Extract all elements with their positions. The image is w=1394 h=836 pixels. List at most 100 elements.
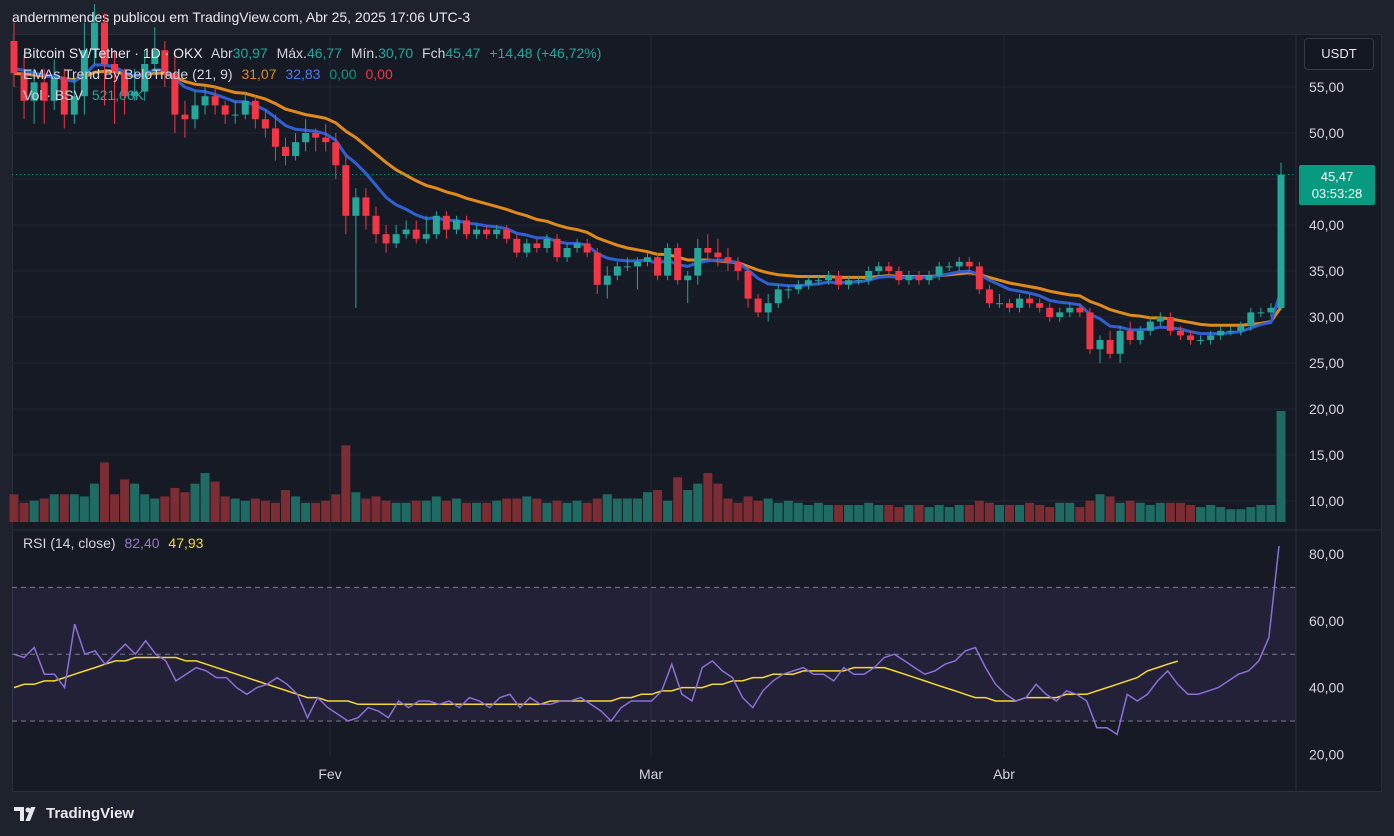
volume-bar (1186, 504, 1195, 522)
price-axis-label: 35,00 (1309, 263, 1344, 279)
volume-bar (773, 502, 783, 522)
volume-bar (1266, 504, 1276, 522)
price-axis-label: 30,00 (1309, 309, 1344, 325)
volume-bar (331, 494, 341, 522)
candle-body (1126, 330, 1134, 340)
volume-bar (874, 504, 884, 522)
candle-body (1096, 340, 1104, 350)
volume-bar (1226, 509, 1236, 522)
candle-body (794, 284, 802, 290)
volume-bar (653, 490, 663, 522)
candle-body (352, 197, 360, 216)
volume-bar (462, 502, 471, 522)
candle-body (543, 238, 551, 248)
volume-bar (130, 483, 140, 522)
volume-bar (994, 504, 1004, 522)
candle-body (533, 243, 541, 248)
volume-bar (673, 477, 683, 522)
volume-bar (351, 492, 361, 522)
candle-body (613, 266, 621, 276)
candle-body (1036, 303, 1044, 308)
volume-bar (250, 498, 260, 522)
volume-bar (341, 445, 351, 522)
ema-indicator-name: EMAs Trend By BeloTrade (21, 9) (23, 66, 233, 82)
footer-brand: TradingView (46, 805, 135, 822)
volume-bar (813, 502, 823, 522)
candle-body (483, 229, 491, 235)
candle-body (30, 82, 38, 101)
volume-bars (9, 411, 1286, 522)
volume-bar (582, 502, 592, 522)
candle-body (131, 91, 139, 97)
volume-bar (1025, 502, 1035, 522)
volume-bar (844, 504, 854, 522)
volume-bar (19, 502, 29, 522)
candle-body (945, 266, 953, 268)
rsi-legend[interactable]: RSI (14, close) 82,40 47,93 (23, 535, 208, 551)
volume-bar (703, 473, 713, 522)
open-value: 30,97 (232, 45, 268, 61)
volume-bar (411, 500, 421, 522)
candle-body (573, 243, 581, 248)
candle-body (825, 275, 832, 281)
candle-body (1006, 303, 1013, 308)
candle-body (362, 197, 370, 216)
candle-body (1046, 307, 1054, 317)
symbol-name[interactable]: Bitcoin SV/Tether · 1D · OKX (23, 45, 203, 61)
volume-bar (934, 504, 944, 522)
candle-body (674, 248, 682, 281)
rsi-line (13, 545, 1280, 736)
rsi-lines (13, 545, 1280, 736)
rsi-value: 82,40 (124, 535, 160, 551)
chart-frame[interactable] (12, 34, 1382, 792)
volume-bar (783, 500, 793, 522)
candle-body (493, 229, 501, 235)
candle-body (282, 146, 289, 156)
tradingview-logo[interactable]: TradingView (14, 805, 134, 822)
volume-bar (421, 500, 431, 522)
volume-bar (1055, 502, 1065, 522)
currency-button[interactable]: USDT (1304, 38, 1374, 70)
candle-body (141, 64, 149, 92)
ema-legend[interactable]: EMAs Trend By BeloTrade (21, 9) 31,07 32… (23, 66, 398, 82)
volume-bar (260, 500, 270, 522)
volume-bar (1145, 504, 1155, 522)
volume-bar (1065, 502, 1075, 522)
candle-body (10, 41, 18, 74)
candle-body (633, 261, 641, 267)
candle-body (111, 64, 119, 74)
candle-body (734, 261, 742, 271)
volume-bar (803, 504, 813, 522)
candle-body (644, 257, 651, 262)
volume-bar (140, 494, 150, 522)
candle-body (1197, 340, 1205, 341)
volume-bar (602, 494, 612, 522)
low-label: Mín. (350, 45, 379, 61)
candle-body (412, 229, 420, 239)
candle-body (60, 77, 68, 115)
candle-body (513, 238, 521, 253)
candle-body (1237, 326, 1245, 331)
candle-body (995, 303, 1003, 305)
last-price-tag: 45,47 03:53:28 (1299, 165, 1375, 205)
volume-bar (552, 500, 562, 522)
volume-bar (532, 498, 542, 522)
candle-body (251, 100, 259, 120)
volume-legend[interactable]: Vol · BSV 521,06K (23, 87, 149, 103)
price-axis-label: 55,00 (1309, 79, 1344, 95)
volume-bar (492, 500, 502, 522)
volume-bar (643, 492, 652, 522)
candle-body (322, 137, 330, 143)
volume-bar (612, 498, 622, 522)
volume-bar (743, 496, 753, 522)
volume-bar (894, 507, 904, 522)
rsi-name: RSI (14, close) (23, 535, 116, 551)
candle-body (211, 96, 219, 106)
candle-body (80, 50, 88, 97)
candle-body (835, 275, 843, 285)
candle-body (312, 133, 320, 138)
candle-body (221, 105, 229, 115)
candle-body (271, 128, 279, 147)
candle-body (171, 73, 179, 115)
